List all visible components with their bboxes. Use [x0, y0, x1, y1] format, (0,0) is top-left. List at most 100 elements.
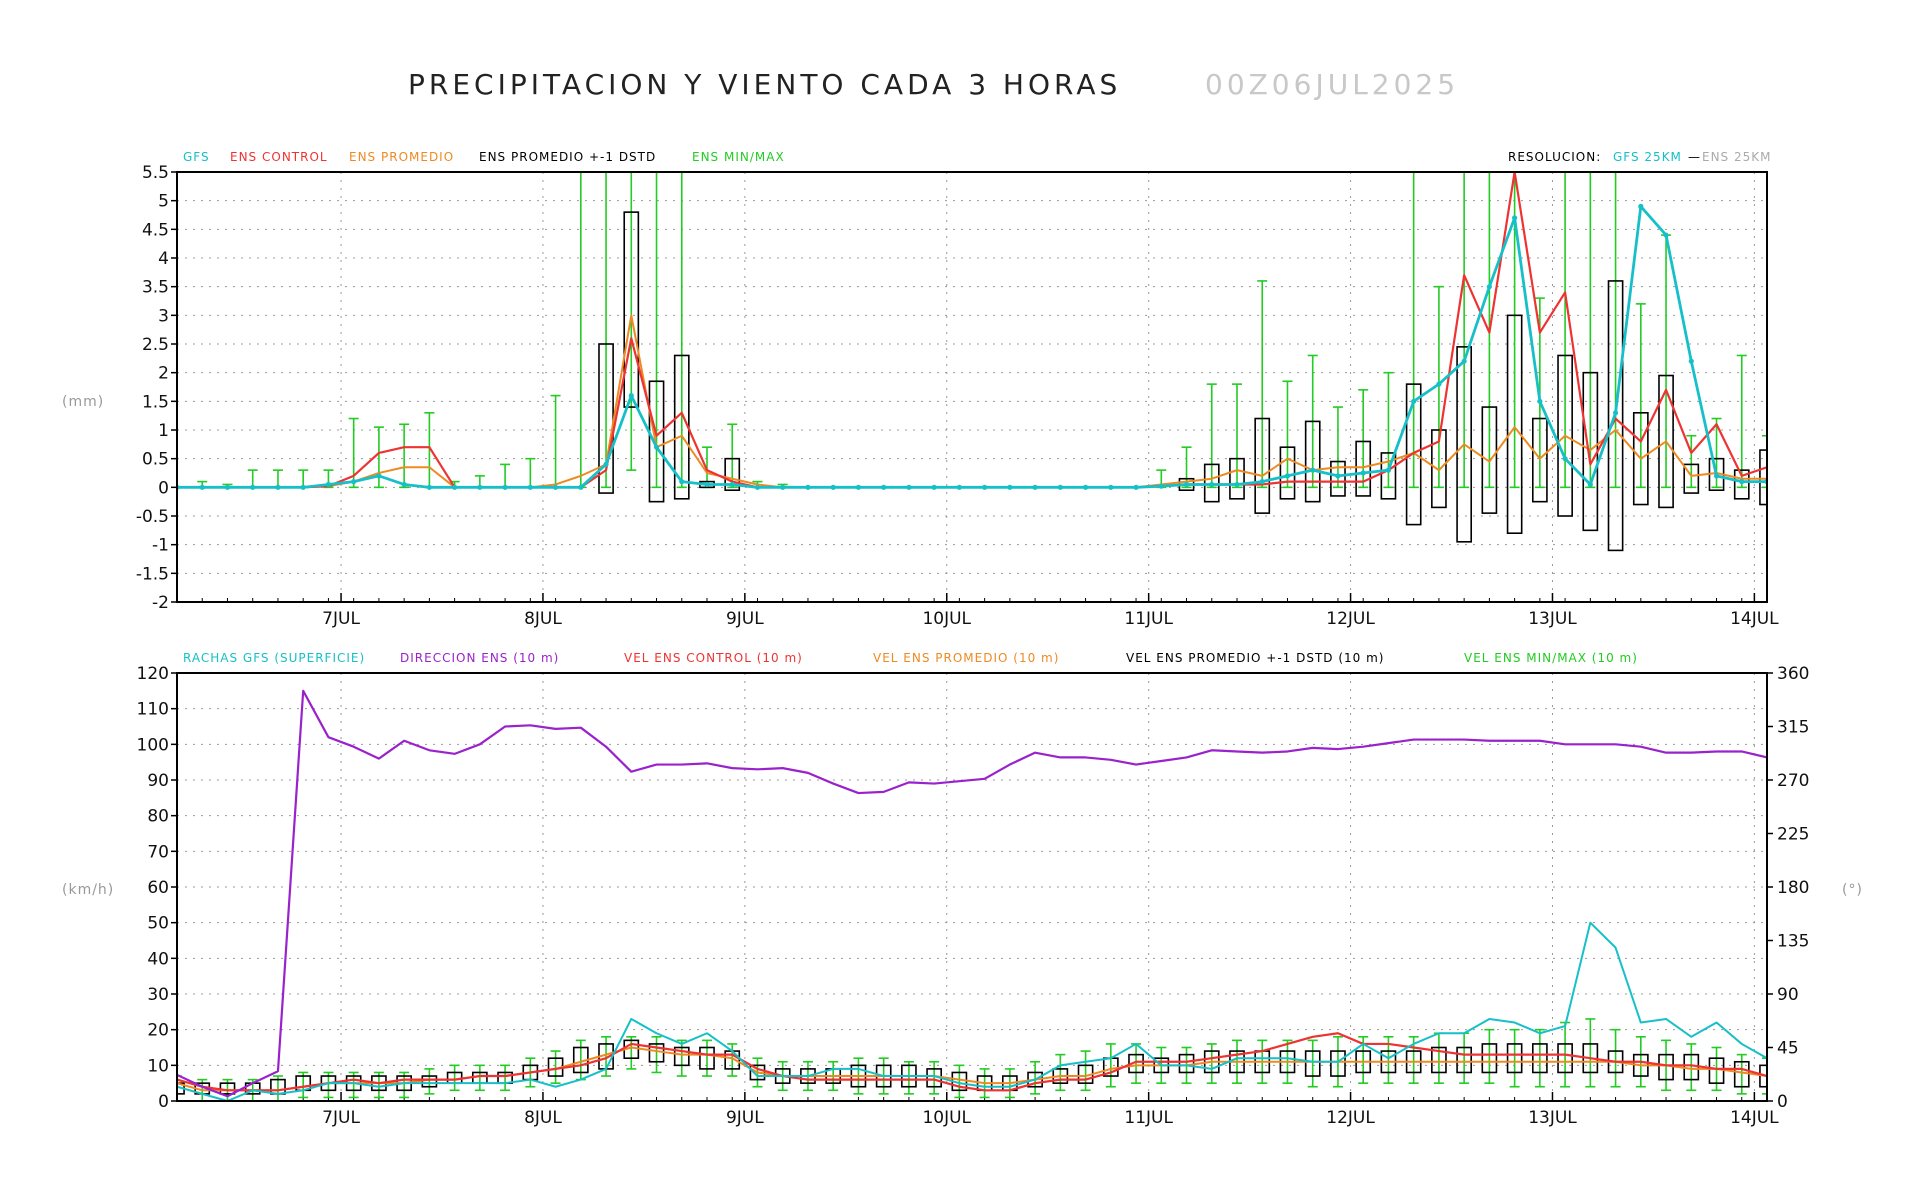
precipitation-gfs-point	[1562, 456, 1568, 462]
wind-ytick-label: 0	[158, 1092, 169, 1112]
wind-y2tick-label: 360	[1777, 664, 1809, 684]
precipitation-std-box	[1632, 411, 1649, 506]
precipitation-std-box	[1506, 314, 1523, 535]
wind-y2tick-label: 225	[1777, 825, 1809, 845]
precipitation-gfs-point	[1108, 484, 1114, 490]
precipitation-frame	[176, 171, 1768, 603]
precipitation-std-box	[1759, 449, 1767, 506]
precipitation-control-line	[177, 172, 1767, 489]
wind-std-box	[673, 1046, 690, 1067]
precipitation-ytick-label: 3	[158, 306, 169, 326]
precipitation-std-box	[1733, 469, 1750, 500]
precipitation-xtick-label: 13JUL	[1528, 609, 1577, 629]
precipitation-ytick-label: 3.5	[142, 278, 169, 298]
precipitation-gfs-point	[1713, 473, 1720, 479]
wind-std-box	[699, 1046, 715, 1070]
precipitation-gfs-point	[1587, 481, 1593, 488]
precipitation-gfs-point	[754, 484, 761, 490]
precipitation-ytick-label: -1.5	[136, 564, 169, 584]
precipitation-gfs-point	[906, 484, 912, 490]
precipitation-gfs-point	[1259, 479, 1265, 485]
precipitation-gfs-point	[1032, 484, 1038, 490]
precipitation-std-box	[1683, 463, 1700, 494]
wind-ytick-label: 80	[147, 807, 169, 827]
wind-plot-area	[177, 689, 1767, 1101]
wind-std-box	[1506, 1043, 1523, 1074]
precipitation-std-box	[1531, 417, 1548, 503]
precipitation-ytick-label: 0.5	[142, 450, 169, 470]
legend-wind-control: VEL ENS CONTROL (10 m)	[624, 651, 803, 665]
wind-xtick-label: 10JUL	[922, 1108, 971, 1128]
precipitation-xtick-label: 14JUL	[1730, 609, 1779, 629]
legend-resolution-gfs: GFS 25KM	[1613, 150, 1682, 164]
precipitation-gfs-point	[401, 481, 407, 488]
precipitation-gfs-point	[805, 484, 811, 490]
precipitation-gfs-point	[830, 484, 836, 490]
precipitation-gfs-point	[1284, 473, 1291, 479]
legend-ens-mean: ENS PROMEDIO	[349, 150, 454, 164]
legend-wind-mean: VEL ENS PROMEDIO (10 m)	[873, 651, 1059, 665]
wind-y2tick-label: 270	[1777, 771, 1809, 791]
precipitation-std-box	[1431, 429, 1447, 509]
wind-ytick-label: 70	[147, 842, 169, 862]
wind-ytick-label: 100	[137, 735, 169, 755]
legend-ens-control: ENS CONTROL	[230, 150, 328, 164]
wind-ytick-label: 10	[147, 1056, 169, 1076]
precipitation-xtick-label: 8JUL	[524, 609, 562, 629]
wind-std-box	[1431, 1046, 1447, 1074]
wind-std-box	[1557, 1043, 1573, 1074]
precipitation-xtick-label: 12JUL	[1326, 609, 1375, 629]
precipitation-std-box	[1607, 280, 1624, 552]
wind-ytick-label: 50	[147, 914, 169, 934]
wind-xtick-label: 11JUL	[1124, 1108, 1173, 1128]
wind-std-box	[1456, 1046, 1473, 1074]
precipitation-gfs-point	[729, 481, 735, 488]
precipitation-mean-line	[177, 314, 1767, 489]
wind-xtick-label: 14JUL	[1730, 1108, 1779, 1128]
precipitation-gfs-point	[1234, 481, 1240, 488]
chart-title: PRECIPITACION Y VIENTO CADA 3 HORAS	[408, 68, 1121, 101]
wind-y2tick-label: 315	[1777, 718, 1809, 738]
precipitation-xtick-label: 9JUL	[726, 609, 764, 629]
precipitation-gfs-point	[1082, 484, 1089, 490]
wind-frame	[176, 672, 1768, 1102]
precipitation-gfs-point	[603, 461, 609, 467]
precipitation-gfs-point	[1385, 467, 1392, 473]
precip-y-label: (mm)	[62, 394, 104, 410]
wind-ytick-label: 30	[147, 985, 169, 1005]
precipitation-gfs-point	[452, 484, 458, 490]
legend-gfs: GFS	[183, 150, 210, 164]
precipitation-std-box	[1355, 440, 1372, 497]
precipitation-gfs-point	[1537, 398, 1543, 404]
precipitation-ytick-label: 2	[158, 364, 169, 384]
precipitation-gfs-point	[199, 484, 205, 490]
legend-wind-minmax: VEL ENS MIN/MAX (10 m)	[1464, 651, 1638, 665]
precipitation-gfs-point	[250, 484, 256, 490]
precipitation-std-box	[1557, 354, 1573, 517]
wind-panel: 0 10 20 30 40 50 60 70 80 90 100 110 120 7JUL 8JUL 9JUL…	[137, 664, 1810, 1128]
precipitation-std-box	[724, 457, 741, 491]
wind-y2tick-label: 45	[1777, 1039, 1799, 1059]
precipitation-gfs-point	[1158, 483, 1164, 489]
wind-xtick-label: 8JUL	[524, 1108, 562, 1128]
precip-legend: GFS ENS CONTROL ENS PROMEDIO ENS PROMEDI…	[183, 150, 1770, 164]
run-date: 00Z06JUL2025	[1205, 68, 1459, 101]
precipitation-std-box	[1330, 460, 1346, 497]
precipitation-std-box	[1304, 420, 1321, 503]
wind-xtick-label: 12JUL	[1326, 1108, 1375, 1128]
precipitation-xtick-label: 11JUL	[1124, 609, 1173, 629]
precipitation-gfs-point	[1335, 473, 1341, 479]
precipitation-gfs-point	[376, 473, 382, 479]
precipitation-gfs-point	[1688, 358, 1694, 364]
wind-std-box	[1531, 1043, 1548, 1074]
precipitation-gfs-line	[177, 204, 1767, 489]
precipitation-gfs-point	[653, 444, 660, 450]
precipitation-ytick-label: 5.5	[142, 163, 169, 183]
precipitation-ytick-label: -2	[152, 593, 169, 613]
precipitation-gfs-point	[1007, 484, 1013, 490]
precipitation-gfs-point	[502, 484, 508, 490]
precipitation-gfs-point	[1739, 479, 1745, 485]
precipitation-gfs-point	[1612, 410, 1619, 416]
wind-ytick-label: 60	[147, 878, 169, 898]
